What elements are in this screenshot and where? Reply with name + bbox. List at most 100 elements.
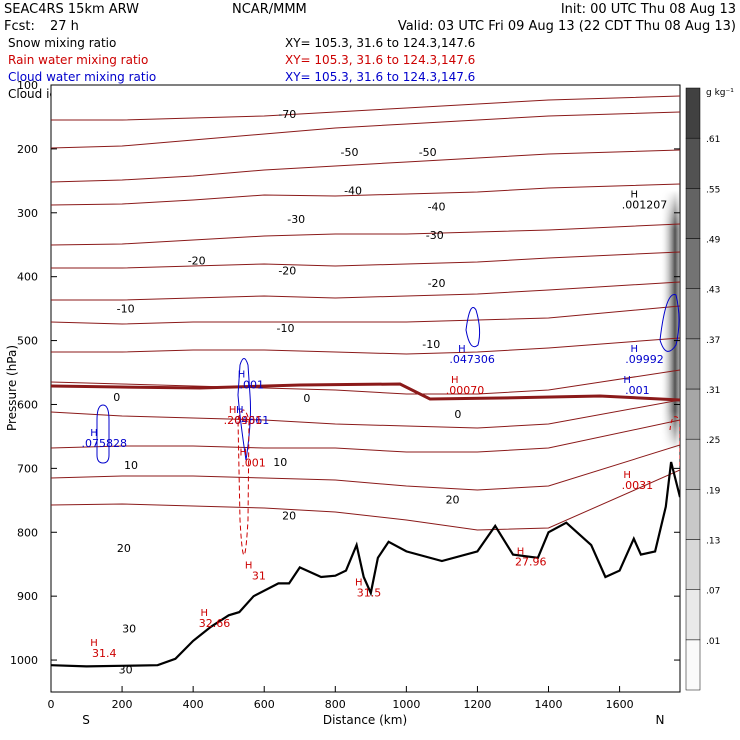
temperature-contour — [51, 419, 680, 453]
y-tick-label: 200 — [17, 143, 38, 156]
high-marker: H — [355, 577, 363, 588]
rain-water-contour — [237, 409, 250, 556]
y-tick-label: 1000 — [10, 654, 38, 667]
contour-label: 0 — [303, 392, 310, 405]
colorbar-swatch — [685, 87, 701, 139]
fcst-value: 27 h — [50, 19, 79, 34]
field-xy: XY= 105.3, 31.6 to 124.3,147.6 — [285, 36, 475, 50]
temperature-contour — [51, 281, 680, 301]
colorbar-level: .13 — [706, 537, 720, 547]
temperature-contour — [51, 223, 680, 246]
temperature-contour — [51, 183, 680, 206]
maximum-value: .04661 — [231, 414, 270, 427]
colorbar-swatch — [685, 338, 701, 390]
temperature-contour — [51, 399, 680, 429]
temperature-contour — [51, 337, 680, 355]
high-marker: H — [458, 344, 466, 355]
colorbar: .01 .07 .13 .19 .25 .31 .37 .43 .49 .55 .61 g kg⁻¹ — [685, 87, 734, 691]
colorbar-level: .25 — [706, 436, 720, 446]
colorbar-level: .19 — [706, 486, 721, 496]
maximum-value: .001 — [240, 379, 265, 392]
temperature-contour — [51, 251, 680, 269]
cloud-water-contour — [659, 294, 680, 352]
maximum-value: 31 — [252, 570, 266, 583]
contour-label: -20 — [428, 277, 446, 290]
contour-label: 30 — [119, 664, 133, 677]
colorbar-swatch — [685, 288, 701, 340]
cloud-water-contour — [465, 307, 481, 348]
contour-label: -40 — [428, 200, 446, 213]
high-marker: H — [630, 344, 638, 355]
colorbar-swatch — [685, 539, 701, 590]
colorbar-unit: g kg⁻¹ — [706, 88, 734, 98]
contour-label: -40 — [344, 184, 362, 197]
colorbar-swatch — [685, 188, 701, 239]
maxima-labels: H.075828H.001H.04661H.20901H.001H.047306… — [82, 189, 668, 660]
center-title: NCAR/MMM — [232, 2, 307, 17]
temperature-contour — [51, 149, 680, 183]
high-marker: H — [245, 561, 253, 572]
colorbar-level: .49 — [706, 236, 721, 246]
contour-label: -50 — [419, 146, 437, 159]
high-marker: H — [240, 448, 248, 459]
high-marker: H — [236, 405, 244, 416]
cloud-water-contour — [96, 404, 110, 464]
colorbar-level: .07 — [706, 587, 720, 597]
contour-label: -30 — [287, 213, 305, 226]
colorbar-level: .37 — [706, 336, 720, 346]
terrain-line — [51, 461, 680, 668]
contour-label: -10 — [277, 322, 295, 335]
contour-label: -30 — [426, 229, 444, 242]
contour-label: 0 — [113, 391, 120, 404]
contour-label: -10 — [117, 303, 135, 316]
field-xy: XY= 105.3, 31.6 to 124.3,147.6 — [285, 53, 475, 67]
contour-label: 10 — [124, 459, 138, 472]
temperature-contour — [51, 444, 680, 491]
field-label: Cloud water mixing ratio — [8, 70, 156, 84]
maximum-value: 31.5 — [357, 586, 382, 599]
rain-water-contour — [669, 416, 680, 470]
x-tick-label: 1400 — [535, 698, 563, 711]
model-title: SEAC4RS 15km ARW — [4, 2, 139, 17]
contour-label: 30 — [122, 623, 136, 636]
maximum-value: .09992 — [625, 353, 664, 366]
cloud-water-contour — [237, 358, 251, 461]
y-axis-label: Pressure (hPa) — [5, 345, 19, 431]
x-tick-label: 1600 — [606, 698, 634, 711]
colorbar-swatch — [685, 489, 701, 540]
field-label: Snow mixing ratio — [8, 36, 116, 50]
colorbar-swatch — [685, 438, 701, 490]
init-time: Init: 00 UTC Thu 08 Aug 13 — [561, 2, 736, 17]
valid-time: Valid: 03 UTC Fri 09 Aug 13 (22 CDT Thu … — [398, 19, 736, 34]
high-marker: H — [90, 428, 98, 439]
contour-label: 0 — [454, 408, 461, 421]
x-tick-label: 1200 — [463, 698, 491, 711]
high-marker: H — [451, 375, 459, 386]
temperature-contour — [51, 305, 680, 325]
maximum-value: .0031 — [622, 479, 654, 492]
cloud-ice-shading — [660, 190, 680, 450]
field-xy: XY= 105.3, 31.6 to 124.3,147.6 — [285, 70, 475, 84]
contour-label: 20 — [282, 510, 296, 523]
contour-label: -70 — [278, 108, 296, 121]
colorbar-level: .61 — [706, 135, 720, 145]
temperature-contour — [51, 369, 680, 395]
y-tick-label: 300 — [17, 207, 38, 220]
high-marker: H — [623, 470, 631, 481]
x-tick-label: 400 — [183, 698, 204, 711]
colorbar-level: .55 — [706, 185, 720, 195]
colorbar-swatch — [685, 589, 701, 641]
high-marker: H — [623, 375, 631, 386]
y-tick-label: 700 — [17, 462, 38, 475]
contour-label: 20 — [446, 494, 460, 507]
colorbar-level: .01 — [706, 637, 720, 647]
maximum-value: .00070 — [446, 384, 485, 397]
high-marker: H — [200, 608, 208, 619]
maximum-value: 27.96 — [515, 556, 547, 569]
contour-labels: -70 -50 -50 -40 -40 -30 -30 -20 -20 -20 -10 -10 -10 0… — [113, 108, 461, 677]
x-tick-label: 800 — [325, 698, 346, 711]
maximum-value: 32.66 — [199, 617, 231, 630]
colorbar-swatch — [685, 639, 701, 691]
maximum-value: .001 — [625, 384, 650, 397]
